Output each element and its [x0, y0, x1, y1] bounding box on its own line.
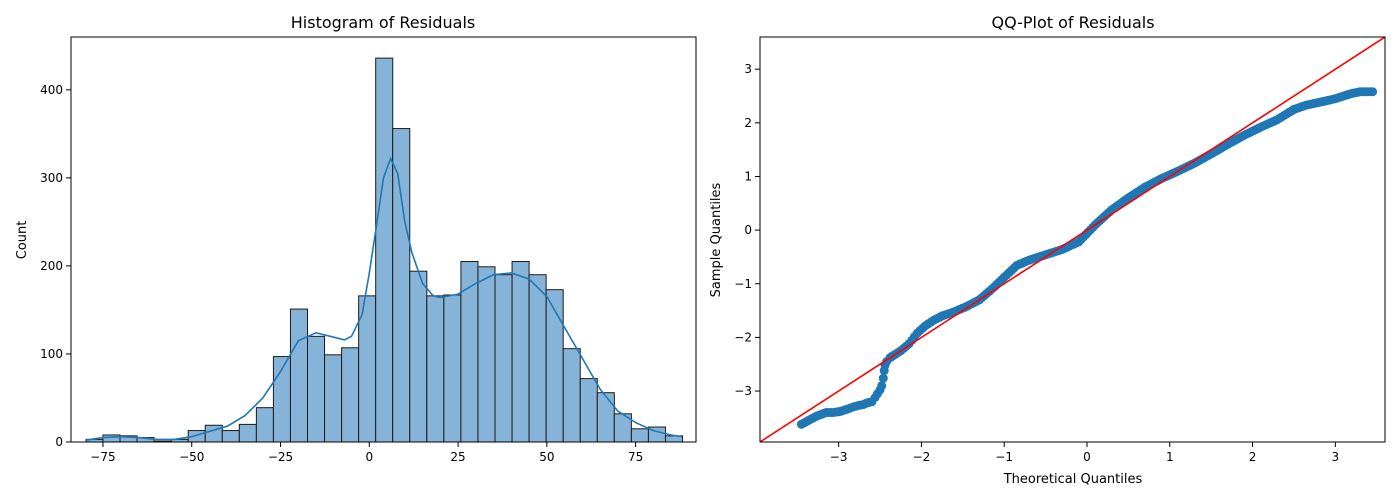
histogram-bar	[102, 434, 121, 443]
x-tick-label: 75	[628, 450, 643, 464]
x-tick-label: −25	[268, 450, 293, 464]
qq-y-ticks: −3 −2 −1 0 1 2 3	[734, 62, 760, 398]
kde-curve-group	[85, 156, 682, 441]
qq-y-axis-label: Sample Quantiles	[709, 182, 724, 297]
qq-title: QQ-Plot of Residuals	[991, 13, 1154, 32]
histogram-bar	[545, 289, 564, 443]
qq-reference-line-group	[760, 37, 1385, 442]
x-tick-label: −2	[913, 450, 931, 464]
kde-curve	[85, 156, 682, 441]
histogram-bar	[494, 274, 513, 443]
x-tick-label: −50	[179, 450, 204, 464]
qq-plot-panel: QQ-Plot of Residuals Theoretical Quantil…	[709, 13, 1386, 487]
qq-x-axis-label: Theoretical Quantiles	[1003, 472, 1143, 487]
x-tick-label: −3	[830, 450, 848, 464]
x-tick-label: −75	[90, 450, 115, 464]
qq-point	[1368, 87, 1378, 97]
y-tick-label: 3	[744, 62, 752, 76]
y-tick-label: −1	[734, 277, 752, 291]
qq-x-ticks: −3 −2 −1 0 1 2 3	[830, 442, 1339, 464]
x-tick-label: 1	[1166, 450, 1174, 464]
histogram-y-ticks: 0 100 200 300 400	[40, 83, 71, 449]
histogram-bar	[443, 294, 462, 443]
histogram-y-axis-label: Count	[15, 221, 30, 260]
histogram-x-ticks: −75 −50 −25 0 25 50 75	[90, 442, 643, 464]
qq-point	[877, 381, 887, 391]
x-tick-label: −1	[995, 450, 1013, 464]
histogram-bar	[477, 266, 496, 443]
histogram-bar	[392, 128, 411, 443]
histogram-bar	[324, 354, 343, 443]
x-tick-label: 0	[365, 450, 373, 464]
histogram-bar	[289, 308, 309, 443]
histogram-axes-frame	[70, 36, 697, 443]
histogram-bar	[511, 261, 530, 443]
y-tick-label: 300	[40, 171, 63, 185]
x-tick-label: 25	[450, 450, 465, 464]
qq-points	[796, 87, 1378, 429]
x-tick-label: 0	[1083, 450, 1091, 464]
histogram-bar	[630, 428, 649, 443]
histogram-bar	[460, 261, 479, 443]
qq-point	[878, 373, 888, 383]
histogram-bar	[221, 430, 240, 443]
y-tick-label: 0	[55, 435, 63, 449]
y-tick-label: 400	[40, 83, 63, 97]
x-tick-label: 2	[1249, 450, 1257, 464]
y-tick-label: 100	[40, 347, 63, 361]
histogram-bar	[238, 423, 257, 443]
x-tick-label: 50	[539, 450, 554, 464]
histogram-bar	[307, 335, 326, 443]
y-tick-label: 2	[744, 116, 752, 130]
histogram-bars	[85, 57, 684, 443]
histogram-panel: Histogram of Residuals Count −75 −50 −25 0 2…	[15, 13, 697, 464]
histogram-bar	[375, 57, 394, 443]
y-tick-label: −3	[734, 384, 752, 398]
qq-reference-line	[760, 37, 1385, 442]
histogram-bar	[579, 378, 598, 443]
histogram-title: Histogram of Residuals	[291, 13, 476, 32]
histogram-bar	[409, 270, 428, 443]
histogram-bar	[562, 348, 581, 443]
x-tick-label: 3	[1332, 450, 1340, 464]
y-tick-label: 1	[744, 169, 752, 183]
y-tick-label: 0	[744, 223, 752, 237]
histogram-bar	[255, 407, 274, 443]
histogram-bar	[528, 274, 547, 443]
histogram-bar	[341, 347, 360, 443]
y-tick-label: 200	[40, 259, 63, 273]
y-tick-label: −2	[734, 330, 752, 344]
histogram-bar	[426, 295, 445, 443]
histogram-bar	[596, 392, 615, 443]
qq-axes-frame	[759, 36, 1386, 443]
